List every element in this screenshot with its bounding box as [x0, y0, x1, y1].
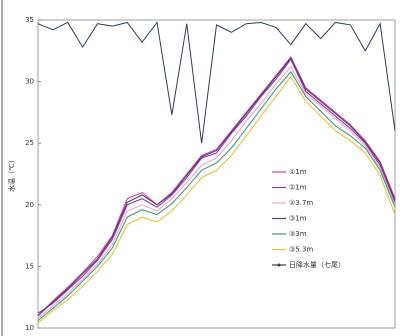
series-line	[37, 75, 396, 324]
y-tick-label: 30	[25, 78, 34, 86]
y-axis-label: 水温（℃）	[7, 156, 16, 192]
legend-label: ②1m	[289, 184, 307, 192]
legend-label: ③5.3m	[289, 246, 313, 254]
y-tick-label: 15	[25, 262, 34, 270]
y-tick-label: 20	[25, 201, 34, 209]
y-tick-label: 35	[25, 16, 34, 24]
legend-label: ①1m	[289, 168, 307, 176]
series-line	[37, 70, 396, 322]
series-line	[37, 55, 396, 317]
legend-label: ③3m	[289, 230, 307, 238]
series-line	[37, 58, 396, 314]
legend-marker	[277, 263, 281, 267]
series-line	[37, 21, 396, 144]
y-tick-label: 10	[25, 324, 34, 332]
series-line	[37, 65, 396, 319]
legend-label: ②3.7m	[289, 199, 313, 207]
legend-label: ③1m	[289, 215, 307, 223]
series-line	[37, 57, 396, 317]
plot-frame	[37, 19, 396, 329]
legend-label: 日降水量（七尾）	[289, 260, 345, 269]
y-tick-label: 25	[25, 139, 34, 147]
